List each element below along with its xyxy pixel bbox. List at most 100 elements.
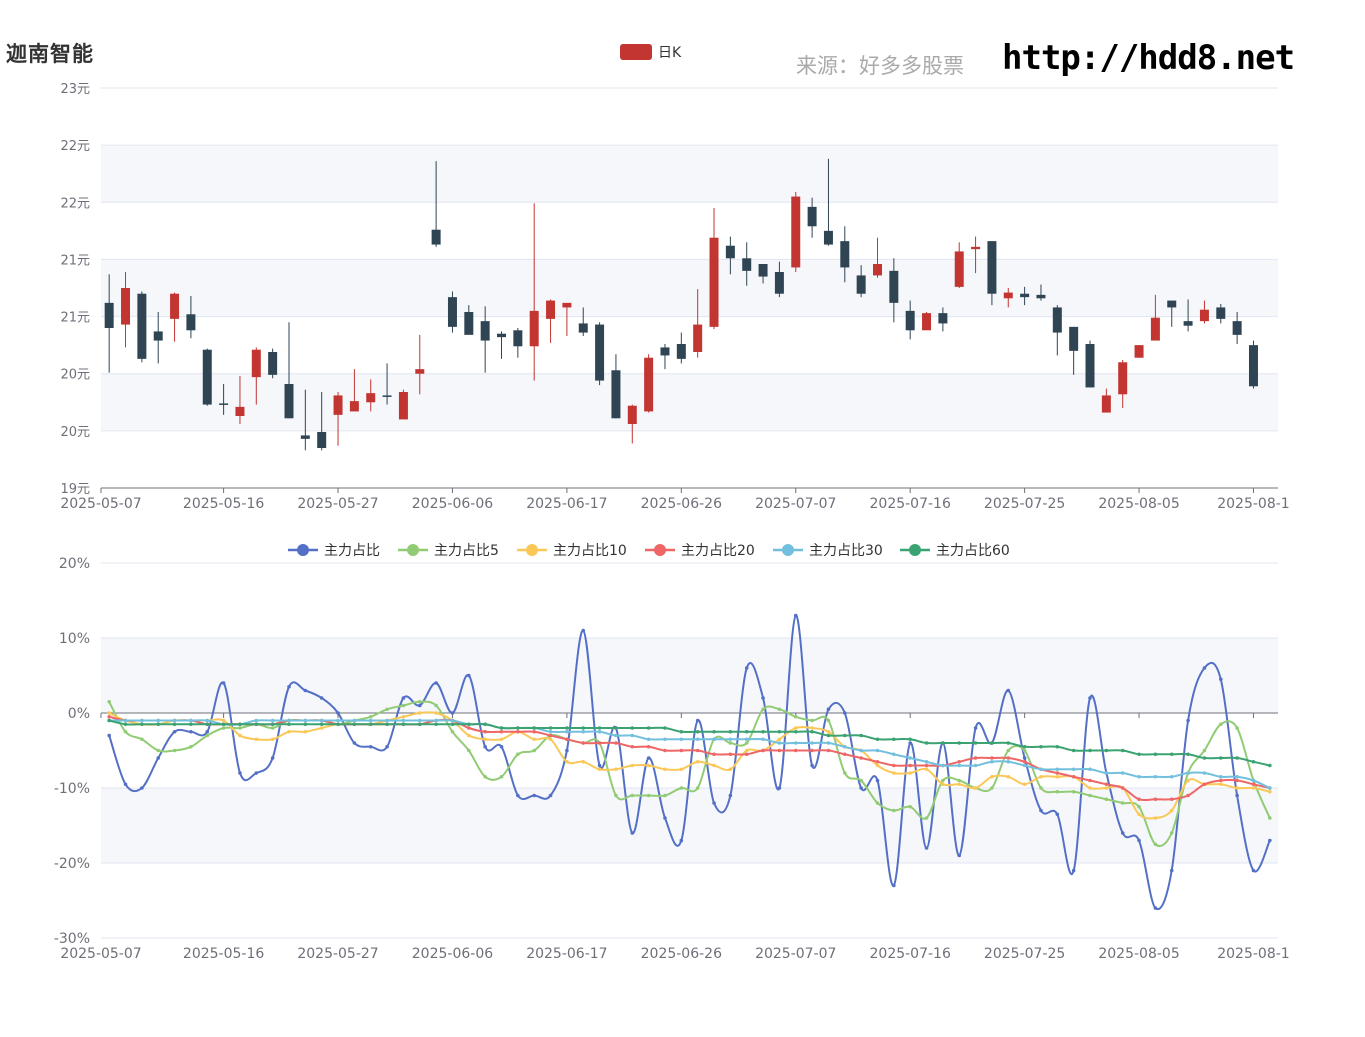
candle[interactable]: [1069, 326, 1079, 375]
candle[interactable]: [709, 208, 719, 330]
candle[interactable]: [251, 347, 261, 405]
candle[interactable]: [611, 354, 621, 419]
candle[interactable]: [987, 241, 997, 306]
candle[interactable]: [202, 348, 212, 406]
ratio-series-0[interactable]: [107, 613, 1272, 911]
candle[interactable]: [1183, 299, 1193, 332]
candle-body: [693, 324, 703, 352]
candle[interactable]: [954, 242, 964, 288]
ratio-point: [450, 722, 455, 727]
ratio-point: [532, 793, 537, 798]
candle[interactable]: [497, 331, 507, 359]
candle[interactable]: [121, 272, 131, 348]
ratio-legend-item[interactable]: 主力占比10: [517, 543, 627, 559]
candle[interactable]: [382, 363, 392, 405]
candle[interactable]: [578, 307, 588, 336]
candle[interactable]: [300, 389, 310, 451]
candle[interactable]: [807, 197, 817, 238]
candle[interactable]: [464, 305, 474, 335]
ratio-point: [581, 729, 586, 734]
candle[interactable]: [398, 389, 408, 420]
candle[interactable]: [840, 226, 850, 283]
candle[interactable]: [317, 392, 327, 451]
candle[interactable]: [823, 158, 833, 246]
candle[interactable]: [872, 237, 882, 278]
candle-body: [938, 313, 948, 324]
candle[interactable]: [791, 192, 801, 272]
candle[interactable]: [938, 307, 948, 332]
candle[interactable]: [1085, 340, 1095, 388]
candle[interactable]: [1134, 345, 1144, 358]
kline-legend[interactable]: 日K: [620, 44, 682, 61]
candle[interactable]: [1167, 300, 1177, 327]
ratio-point: [107, 718, 111, 723]
candle[interactable]: [1052, 305, 1062, 356]
ratio-legend-item[interactable]: 主力占比5: [398, 543, 499, 559]
ratio-point: [924, 816, 929, 820]
candle[interactable]: [366, 379, 376, 412]
candle[interactable]: [1232, 312, 1242, 344]
candle[interactable]: [562, 302, 572, 336]
ratio-legend-item[interactable]: 主力占比: [288, 543, 380, 559]
candle[interactable]: [268, 348, 278, 379]
candle[interactable]: [1150, 294, 1160, 341]
candle[interactable]: [1036, 284, 1046, 301]
candle[interactable]: [480, 306, 490, 373]
candle[interactable]: [595, 322, 605, 386]
candle[interactable]: [170, 292, 180, 342]
candle-body: [1069, 326, 1079, 351]
candle[interactable]: [1101, 388, 1111, 413]
candle[interactable]: [774, 261, 784, 298]
candle[interactable]: [219, 384, 229, 415]
candle[interactable]: [725, 236, 735, 275]
candle[interactable]: [1199, 300, 1209, 324]
candle[interactable]: [546, 299, 556, 343]
ratio-legend-item[interactable]: 主力占比20: [645, 543, 755, 559]
ratio-point: [123, 782, 128, 787]
ratio-point: [189, 722, 193, 727]
ratio-point: [1235, 774, 1239, 779]
candle[interactable]: [431, 161, 441, 247]
candle[interactable]: [660, 344, 670, 370]
candle[interactable]: [644, 354, 654, 413]
candle[interactable]: [137, 291, 147, 363]
candle[interactable]: [186, 296, 196, 339]
candle[interactable]: [1216, 304, 1226, 324]
candle[interactable]: [447, 291, 457, 333]
ratio-series-5[interactable]: [107, 718, 1272, 768]
candle[interactable]: [676, 332, 686, 364]
ratio-point: [924, 759, 929, 764]
candle[interactable]: [104, 274, 114, 373]
ratio-point: [924, 741, 929, 745]
ratio-legend-item[interactable]: 主力占比30: [773, 543, 883, 559]
candle[interactable]: [693, 289, 703, 358]
candle[interactable]: [889, 258, 899, 323]
candle[interactable]: [349, 369, 359, 412]
candle[interactable]: [742, 242, 752, 286]
ratio-point: [1137, 812, 1141, 817]
candle[interactable]: [922, 312, 932, 331]
candle[interactable]: [529, 203, 539, 381]
candle[interactable]: [1003, 288, 1013, 308]
candle[interactable]: [284, 322, 294, 419]
candle[interactable]: [856, 265, 866, 298]
source-url[interactable]: http://hdd8.net: [1002, 38, 1295, 78]
ratio-legend-item[interactable]: 主力占比60: [900, 543, 1010, 559]
candle[interactable]: [1248, 340, 1258, 389]
candle[interactable]: [415, 334, 425, 395]
candle[interactable]: [905, 300, 915, 340]
candle[interactable]: [1118, 360, 1128, 408]
candle[interactable]: [153, 312, 163, 364]
candle[interactable]: [333, 392, 343, 446]
candle-body: [595, 324, 605, 381]
ratio-legend[interactable]: 主力占比 主力占比5 主力占比10 主力占比20 主力占比30 主力占比60: [288, 543, 1010, 559]
candle[interactable]: [758, 264, 768, 284]
ratio-point: [270, 726, 275, 730]
candle[interactable]: [235, 376, 245, 424]
candle[interactable]: [627, 404, 637, 444]
candle[interactable]: [1020, 286, 1030, 306]
ratio-point: [826, 718, 831, 723]
ratio-point: [189, 729, 193, 734]
candle[interactable]: [513, 328, 523, 358]
candle[interactable]: [971, 236, 981, 274]
